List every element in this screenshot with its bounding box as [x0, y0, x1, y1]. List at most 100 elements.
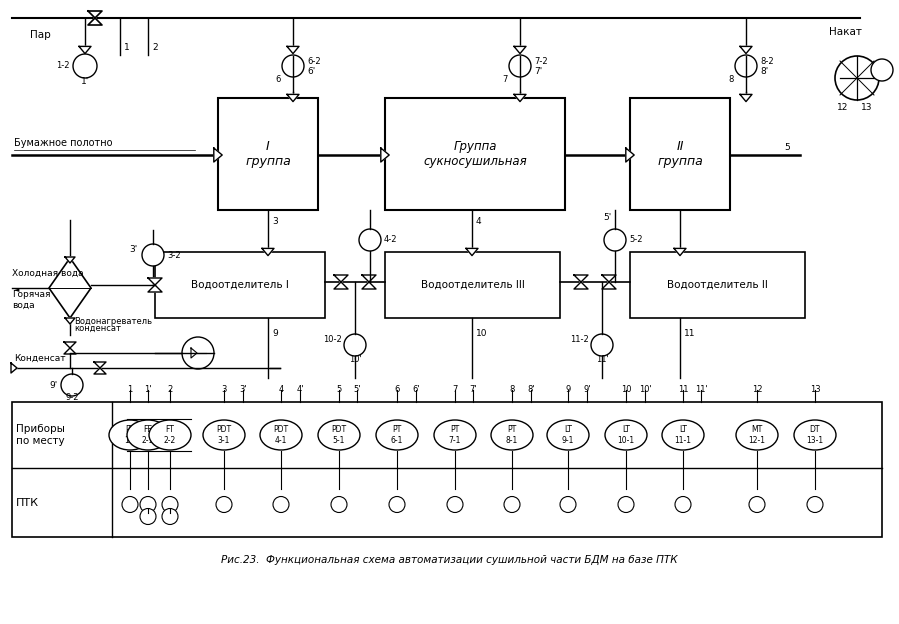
Text: LT
9-1: LT 9-1: [562, 426, 574, 445]
Text: 11': 11': [695, 385, 708, 394]
Polygon shape: [466, 248, 478, 256]
Text: 2: 2: [152, 44, 157, 52]
Text: 5: 5: [784, 142, 789, 152]
Polygon shape: [49, 258, 91, 318]
Text: Приборы
по месту: Приборы по месту: [16, 424, 65, 446]
Text: LT
10-1: LT 10-1: [618, 426, 635, 445]
Circle shape: [504, 497, 520, 512]
Text: 9-2: 9-2: [66, 394, 79, 402]
Text: 8': 8': [527, 385, 535, 394]
Text: 12: 12: [752, 385, 762, 394]
Ellipse shape: [794, 420, 836, 450]
Text: 7': 7': [469, 385, 476, 394]
Text: конденсат: конденсат: [74, 323, 121, 333]
Ellipse shape: [547, 420, 589, 450]
Circle shape: [604, 229, 626, 251]
Text: Водоотделитель I: Водоотделитель I: [191, 280, 289, 290]
Text: 6': 6': [307, 67, 316, 77]
Circle shape: [509, 55, 531, 77]
Text: 10': 10': [349, 356, 361, 364]
Bar: [385, 98, 565, 210]
Circle shape: [73, 54, 97, 78]
Circle shape: [835, 56, 879, 100]
Circle shape: [162, 509, 178, 525]
Text: PT
1-1: PT 1-1: [124, 426, 136, 445]
Circle shape: [618, 497, 634, 512]
Polygon shape: [94, 362, 106, 374]
Text: 8-2: 8-2: [760, 57, 774, 67]
Text: 11-2: 11-2: [570, 336, 589, 344]
Text: II
группа: II группа: [657, 140, 703, 168]
Text: 12: 12: [837, 104, 849, 112]
Circle shape: [735, 55, 757, 77]
Bar: [630, 98, 730, 210]
Ellipse shape: [736, 420, 778, 450]
Text: Холодная вода: Холодная вода: [12, 269, 84, 278]
Polygon shape: [602, 275, 616, 289]
Text: 6: 6: [276, 76, 281, 84]
Circle shape: [122, 497, 138, 512]
Polygon shape: [740, 46, 752, 54]
Text: PT
7-1: PT 7-1: [449, 426, 461, 445]
Text: 11': 11': [596, 356, 609, 364]
Text: Группа
сукносушильная: Группа сукносушильная: [423, 140, 527, 168]
Text: 11: 11: [684, 329, 696, 338]
Circle shape: [675, 497, 691, 512]
Text: Водоотделитель II: Водоотделитель II: [667, 280, 768, 290]
Circle shape: [140, 509, 156, 525]
Circle shape: [389, 497, 405, 512]
Text: 8: 8: [728, 76, 734, 84]
Circle shape: [359, 229, 381, 251]
Polygon shape: [514, 46, 526, 54]
Text: 3: 3: [272, 218, 278, 227]
Polygon shape: [11, 363, 17, 373]
Text: Водонагреватель: Водонагреватель: [74, 318, 152, 326]
Text: 4-2: 4-2: [384, 235, 397, 245]
Polygon shape: [79, 46, 91, 54]
Text: 4: 4: [279, 385, 283, 394]
Circle shape: [447, 497, 463, 512]
Polygon shape: [626, 148, 634, 162]
Text: 2: 2: [167, 385, 173, 394]
Circle shape: [142, 244, 164, 266]
Bar: [218, 98, 318, 210]
Circle shape: [591, 334, 613, 356]
Text: 3: 3: [221, 385, 227, 394]
Text: PT
8-1: PT 8-1: [506, 426, 518, 445]
Text: PDT
4-1: PDT 4-1: [273, 426, 289, 445]
Ellipse shape: [376, 420, 418, 450]
Bar: [385, 252, 560, 318]
Circle shape: [871, 59, 893, 81]
Text: 9: 9: [565, 385, 571, 394]
Text: 1': 1': [81, 77, 89, 87]
Ellipse shape: [434, 420, 476, 450]
Text: Рис.23.  Функциональная схема автоматизации сушильной части БДМ на базе ПТК: Рис.23. Функциональная схема автоматизац…: [220, 555, 677, 565]
Text: DT
13-1: DT 13-1: [806, 426, 823, 445]
Polygon shape: [574, 275, 588, 289]
Text: 9: 9: [272, 329, 278, 338]
Text: 5': 5': [604, 213, 612, 223]
Circle shape: [273, 497, 289, 512]
Text: Конденсат: Конденсат: [14, 354, 66, 363]
Ellipse shape: [662, 420, 704, 450]
Text: 10-2: 10-2: [324, 336, 342, 344]
Text: 7': 7': [534, 67, 542, 77]
Text: ПТК: ПТК: [16, 497, 39, 507]
Polygon shape: [514, 94, 526, 102]
Text: Бумажное полотно: Бумажное полотно: [14, 138, 112, 148]
Polygon shape: [88, 11, 102, 25]
Circle shape: [162, 497, 178, 512]
Text: ◄: ◄: [14, 287, 20, 293]
Text: 10: 10: [476, 329, 487, 338]
Text: 3': 3': [129, 245, 138, 255]
Circle shape: [807, 497, 823, 512]
Circle shape: [282, 55, 304, 77]
Text: 11: 11: [678, 385, 689, 394]
Text: Водоотделитель III: Водоотделитель III: [421, 280, 524, 290]
Text: 8: 8: [510, 385, 515, 394]
Polygon shape: [65, 257, 75, 263]
Ellipse shape: [318, 420, 360, 450]
Text: Накат: Накат: [829, 27, 861, 37]
Ellipse shape: [203, 420, 245, 450]
Text: 6-2: 6-2: [307, 57, 321, 67]
